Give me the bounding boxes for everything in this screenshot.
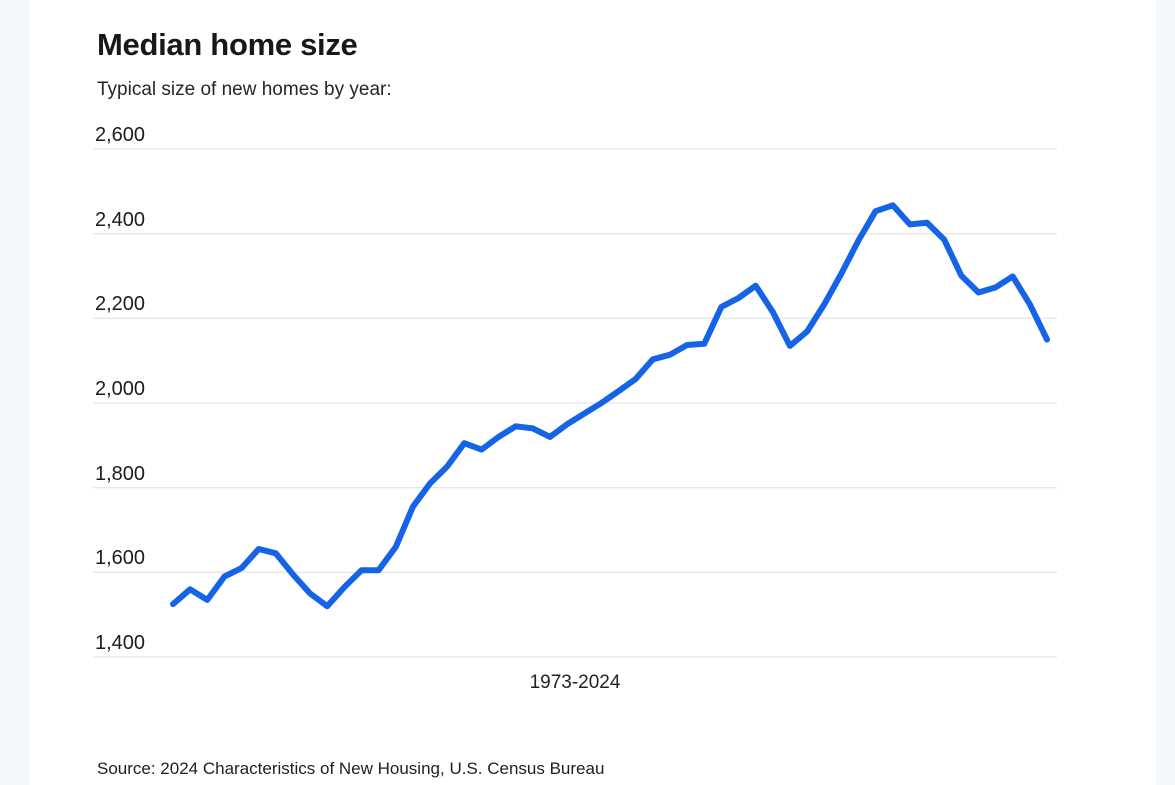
y-axis-tick-label: 1,400	[95, 632, 146, 654]
y-axis-tick-label: 1,600	[95, 547, 146, 569]
chart-card: Median home size Typical size of new hom…	[30, 0, 1156, 785]
data-line	[170, 202, 1050, 610]
line-chart-svg	[93, 148, 1057, 658]
chart-title: Median home size	[97, 26, 358, 62]
source-note: Source: 2024 Characteristics of New Hous…	[97, 759, 605, 778]
y-axis-tick-label: 2,200	[95, 293, 146, 315]
y-axis-tick-label: 1,800	[95, 463, 146, 485]
y-axis-tick-label: 2,400	[95, 209, 146, 231]
y-axis-tick-label: 2,600	[95, 124, 146, 146]
chart-subtitle: Typical size of new homes by year:	[97, 79, 392, 100]
y-axis-tick-label: 2,000	[95, 378, 146, 400]
x-axis-label: 1973-2024	[529, 672, 621, 693]
